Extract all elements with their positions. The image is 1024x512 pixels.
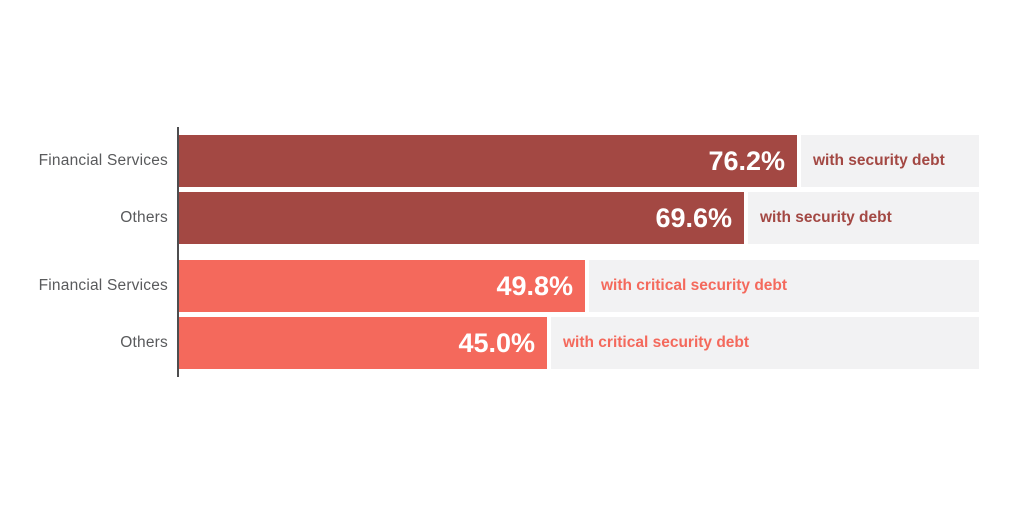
category-label-others-1: Others [120,209,168,226]
value-label: 49.8% [496,270,573,301]
bar-track: 76.2% with security debt [179,135,979,187]
bar-security-debt-financial-services: 76.2% [179,135,801,187]
bar-track: 49.8% with critical security debt [179,260,979,312]
bar-critical-security-debt-financial-services: 49.8% [179,260,589,312]
bar-row-security-debt-others: 69.6% with security debt [179,192,979,244]
y-axis-line [177,127,179,377]
category-label-financial-services-1: Financial Services [38,152,168,169]
bar-annotation: with critical security debt [563,334,750,351]
bar-row-security-debt-financial-services: 76.2% with security debt [179,135,979,187]
bar-row-critical-security-debt-financial-services: 49.8% with critical security debt [179,260,979,312]
bar-annotation: with security debt [813,152,945,169]
bar-track: 45.0% with critical security debt [179,317,979,369]
value-label: 76.2% [708,145,785,176]
bar-annotation: with critical security debt [601,277,788,294]
bar-row-critical-security-debt-others: 45.0% with critical security debt [179,317,979,369]
value-label: 45.0% [458,327,535,358]
bar-critical-security-debt-others: 45.0% [179,317,551,369]
bar-track: 69.6% with security debt [179,192,979,244]
category-label-financial-services-2: Financial Services [38,277,168,294]
category-label-others-2: Others [120,334,168,351]
bar-annotation: with security debt [760,209,892,226]
value-label: 69.6% [655,202,732,233]
bar-security-debt-others: 69.6% [179,192,748,244]
